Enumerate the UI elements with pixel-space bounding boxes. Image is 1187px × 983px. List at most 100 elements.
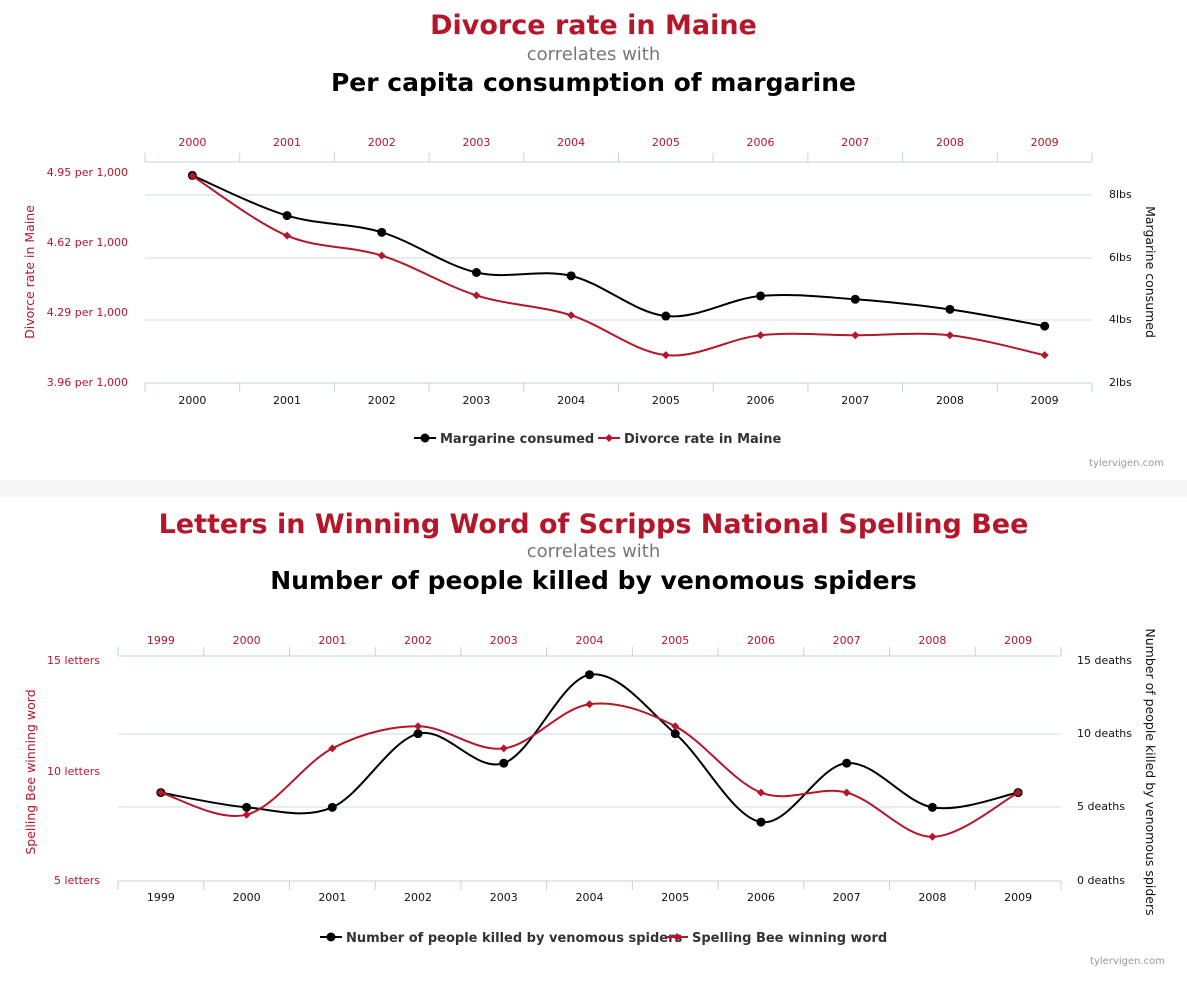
data-point xyxy=(661,351,670,360)
top-x-label: 2008 xyxy=(936,136,964,149)
data-point xyxy=(282,211,292,221)
bottom-x-label: 2003 xyxy=(490,891,518,904)
credit-text: tylervigen.com xyxy=(1089,458,1164,469)
series-line-black xyxy=(160,673,1019,824)
top-x-label: 2003 xyxy=(490,634,518,647)
top-x-label: 2001 xyxy=(318,634,346,647)
data-point xyxy=(499,744,508,753)
right-axis-title: Number of people killed by venomous spid… xyxy=(1143,628,1158,915)
data-point xyxy=(567,311,576,320)
bottom-x-label: 2003 xyxy=(462,394,490,407)
top-x-label: 2008 xyxy=(918,634,946,647)
legend-marker-black xyxy=(326,932,336,942)
bottom-x-label: 2004 xyxy=(576,891,604,904)
bottom-x-label: 2001 xyxy=(318,891,346,904)
data-point xyxy=(756,788,765,797)
chart-panel-1: Divorce rate in Maine correlates with Pe… xyxy=(0,0,1187,480)
bottom-x-label: 1999 xyxy=(147,891,175,904)
data-point xyxy=(1040,321,1050,331)
right-axis-title: Margarine consumed xyxy=(1143,206,1158,338)
data-point xyxy=(671,722,680,731)
data-point xyxy=(670,729,680,739)
data-point xyxy=(283,231,292,240)
series-line-red xyxy=(191,175,1045,357)
bottom-x-label: 2002 xyxy=(404,891,432,904)
chart-2-title2: Number of people killed by venomous spid… xyxy=(270,566,917,595)
right-axis-tick-label: 8lbs xyxy=(1109,188,1132,201)
top-x-label: 2005 xyxy=(661,634,689,647)
data-point xyxy=(156,788,165,797)
right-axis-tick-label: 10 deaths xyxy=(1077,727,1132,740)
top-x-label: 2003 xyxy=(462,136,490,149)
top-x-label: 2001 xyxy=(273,136,301,149)
data-point xyxy=(377,227,387,237)
data-point xyxy=(1040,351,1049,360)
legend-marker-black xyxy=(420,433,430,443)
legend-marker-red xyxy=(605,434,613,442)
legend-label-black: Number of people killed by venomous spid… xyxy=(346,931,682,946)
chart-2-subtitle: correlates with xyxy=(526,541,661,562)
data-point xyxy=(377,251,386,260)
left-axis-title: Divorce rate in Maine xyxy=(22,205,37,339)
bottom-x-label: 2001 xyxy=(273,394,301,407)
data-point xyxy=(413,729,423,739)
left-axis-title: Spelling Bee winning word xyxy=(23,689,38,854)
chart-2: 1999 1999 2000 2000 2001 2001 2002 2002 2003 2003… xyxy=(23,628,1165,967)
data-point xyxy=(566,271,576,281)
bottom-x-label: 2009 xyxy=(1004,891,1032,904)
bottom-x-label: 2005 xyxy=(652,394,680,407)
top-x-label: 2006 xyxy=(747,634,775,647)
credit-text: tylervigen.com xyxy=(1090,956,1165,967)
data-point xyxy=(499,758,509,768)
top-x-label: 2002 xyxy=(368,136,396,149)
legend-label-red: Divorce rate in Maine xyxy=(624,432,782,447)
top-x-label: 2005 xyxy=(652,136,680,149)
bottom-x-label: 2007 xyxy=(841,394,869,407)
chart-1-title: Divorce rate in Maine xyxy=(430,10,757,41)
top-x-label: 2009 xyxy=(1004,634,1032,647)
data-point xyxy=(851,331,860,340)
data-point xyxy=(945,331,954,340)
data-point xyxy=(414,722,423,731)
data-point xyxy=(1014,788,1023,797)
top-x-label: 2002 xyxy=(404,634,432,647)
left-axis-tick-label: 15 letters xyxy=(47,654,100,667)
bottom-x-label: 2002 xyxy=(368,394,396,407)
bottom-x-label: 2006 xyxy=(747,394,775,407)
series-line-black xyxy=(191,174,1045,328)
bottom-x-label: 2007 xyxy=(833,891,861,904)
legend-label-black: Margarine consumed xyxy=(440,432,594,447)
legend-marker-red xyxy=(673,933,681,941)
data-point xyxy=(850,294,860,304)
data-point xyxy=(661,311,671,321)
top-x-label: 2007 xyxy=(833,634,861,647)
data-point xyxy=(928,832,937,841)
bottom-x-label: 2000 xyxy=(178,394,206,407)
series-line-red xyxy=(160,702,1019,838)
bottom-x-label: 2008 xyxy=(936,394,964,407)
data-point xyxy=(756,817,766,827)
bottom-x-label: 2009 xyxy=(1031,394,1059,407)
top-x-label: 2006 xyxy=(747,136,775,149)
top-x-label: 2004 xyxy=(557,136,585,149)
data-point xyxy=(328,744,337,753)
data-point xyxy=(327,802,337,812)
right-axis-tick-label: 5 deaths xyxy=(1077,800,1125,813)
left-axis-tick-label: 3.96 per 1,000 xyxy=(47,376,128,389)
top-x-label: 2004 xyxy=(576,634,604,647)
data-point xyxy=(927,802,937,812)
top-x-label: 1999 xyxy=(147,634,175,647)
bottom-x-label: 2004 xyxy=(557,394,585,407)
right-axis-tick-label: 6lbs xyxy=(1109,251,1132,264)
bottom-x-label: 2006 xyxy=(747,891,775,904)
top-x-label: 2000 xyxy=(178,136,206,149)
left-axis-tick-label: 4.29 per 1,000 xyxy=(47,306,128,319)
data-point xyxy=(585,700,594,709)
chart-2-title: Letters in Winning Word of Scripps Natio… xyxy=(158,509,1029,540)
data-point xyxy=(945,304,955,314)
data-point xyxy=(472,291,481,300)
chart-1: 2000 2000 2001 2001 2002 2002 2003 2003 2004 2004… xyxy=(22,136,1164,469)
right-axis-tick-label: 15 deaths xyxy=(1077,654,1132,667)
bottom-x-label: 2005 xyxy=(661,891,689,904)
data-point xyxy=(842,788,851,797)
